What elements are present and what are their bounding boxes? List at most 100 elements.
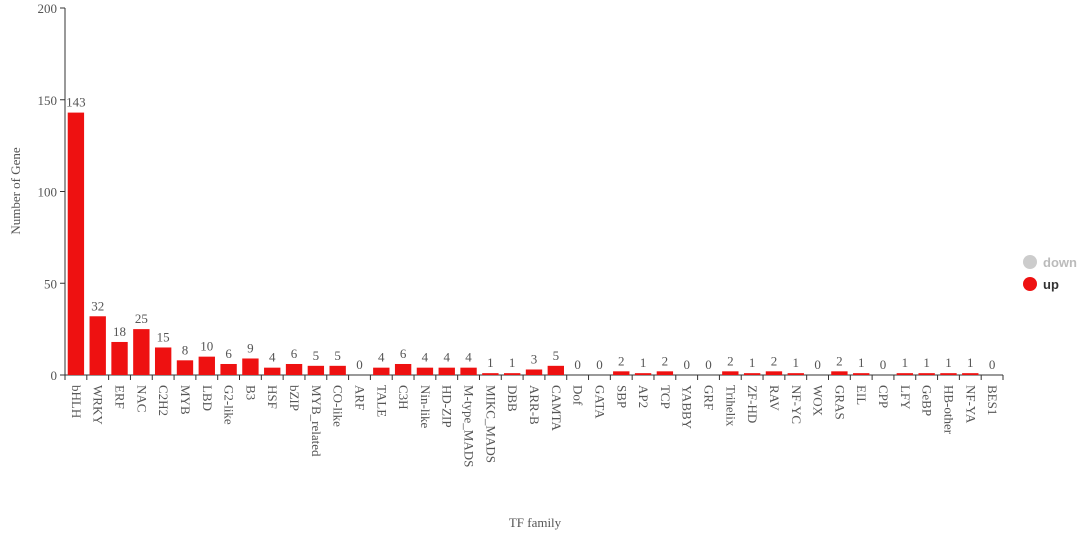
x-tick-label: TALE <box>374 385 389 417</box>
x-tick-label: ERF <box>113 385 128 409</box>
x-tick-label: MYB <box>178 385 193 415</box>
y-tick-label: 150 <box>38 93 58 108</box>
x-tick-label: MIKC_MADS <box>483 385 498 463</box>
data-label: 143 <box>66 95 86 110</box>
bar <box>329 365 346 375</box>
bar <box>111 341 128 375</box>
x-tick-label: BES1 <box>985 385 1000 415</box>
data-label: 6 <box>225 346 232 361</box>
legend-label: up <box>1043 277 1059 292</box>
bar <box>525 369 543 375</box>
data-label: 1 <box>749 355 756 370</box>
legend-swatch <box>1023 255 1037 269</box>
bar <box>853 373 870 375</box>
x-tick-label: M-type_MADS <box>462 385 477 467</box>
bar <box>962 373 979 375</box>
x-tick-label: NAC <box>134 385 149 412</box>
data-label: 2 <box>662 353 669 368</box>
data-label: 0 <box>705 357 712 372</box>
bar <box>67 112 85 375</box>
y-axis-label: Number of Gene <box>8 147 23 235</box>
data-label: 2 <box>618 353 625 368</box>
x-tick-label: ARR-B <box>527 385 542 425</box>
y-tick-label: 50 <box>44 276 57 291</box>
data-label: 4 <box>422 350 429 365</box>
bar <box>722 371 739 375</box>
x-tick-label: NF-YC <box>789 385 804 424</box>
data-label: 18 <box>113 324 126 339</box>
x-tick-label: GeBP <box>920 385 935 416</box>
x-tick-label: Dof <box>571 385 586 406</box>
data-label: 0 <box>880 357 887 372</box>
data-label: 2 <box>836 353 843 368</box>
x-tick-label: RAV <box>767 385 782 411</box>
data-label: 1 <box>945 355 952 370</box>
x-tick-label: LBD <box>200 385 215 411</box>
bar <box>220 363 237 375</box>
data-label: 6 <box>400 346 407 361</box>
data-label: 5 <box>553 348 560 363</box>
bar <box>634 373 652 375</box>
bar <box>416 367 434 375</box>
bar <box>460 367 477 375</box>
x-tick-label: WOX <box>811 385 826 417</box>
y-tick-label: 100 <box>38 185 58 200</box>
data-label: 0 <box>814 357 821 372</box>
x-tick-label: GATA <box>592 385 607 419</box>
x-tick-label: DBB <box>505 385 520 412</box>
x-tick-label: NF-YA <box>963 385 978 424</box>
data-label: 1 <box>902 355 909 370</box>
bar <box>482 373 499 375</box>
x-tick-label: CO-like <box>331 385 346 427</box>
x-tick-label: G2-like <box>222 385 237 425</box>
x-tick-label: SBP <box>614 385 629 408</box>
bar <box>613 371 630 375</box>
legend-swatch <box>1023 277 1037 291</box>
data-label: 0 <box>989 357 996 372</box>
data-label: 0 <box>356 357 363 372</box>
x-tick-label: ZF-HD <box>745 385 760 423</box>
data-label: 1 <box>858 355 865 370</box>
data-label: 4 <box>443 350 450 365</box>
data-label: 4 <box>465 350 472 365</box>
data-label: 6 <box>291 346 298 361</box>
data-label: 0 <box>683 357 690 372</box>
bar <box>656 371 674 375</box>
x-axis-label: TF family <box>509 515 562 530</box>
data-label: 8 <box>182 342 189 357</box>
x-tick-label: EIL <box>854 385 869 405</box>
data-label: 3 <box>531 351 538 366</box>
data-label: 32 <box>91 298 104 313</box>
bar <box>285 363 303 375</box>
bar <box>504 373 521 375</box>
bar <box>133 329 150 375</box>
bar <box>765 371 783 375</box>
bar <box>918 373 935 375</box>
bar <box>154 347 172 375</box>
bar <box>831 371 848 375</box>
data-label: 1 <box>487 355 494 370</box>
y-tick-label: 0 <box>51 368 58 383</box>
x-tick-label: TCP <box>658 385 673 409</box>
x-tick-label: HSF <box>265 385 280 409</box>
bar <box>176 360 194 375</box>
data-label: 1 <box>967 355 974 370</box>
bar <box>307 365 325 375</box>
legend-label: down <box>1043 255 1077 270</box>
x-tick-label: MYB_related <box>309 385 324 457</box>
x-tick-label: C3H <box>396 385 411 410</box>
data-label: 1 <box>793 355 800 370</box>
bar <box>394 363 412 375</box>
data-label: 5 <box>334 348 341 363</box>
x-tick-label: GRAS <box>832 385 847 420</box>
bar <box>264 367 281 375</box>
bar <box>940 373 957 375</box>
data-label: 1 <box>509 355 516 370</box>
bar <box>743 373 761 375</box>
x-tick-label: GRF <box>702 385 717 410</box>
x-tick-label: B3 <box>243 385 258 400</box>
data-label: 9 <box>247 340 254 355</box>
data-label: 0 <box>574 357 581 372</box>
x-tick-label: ARF <box>352 385 367 410</box>
